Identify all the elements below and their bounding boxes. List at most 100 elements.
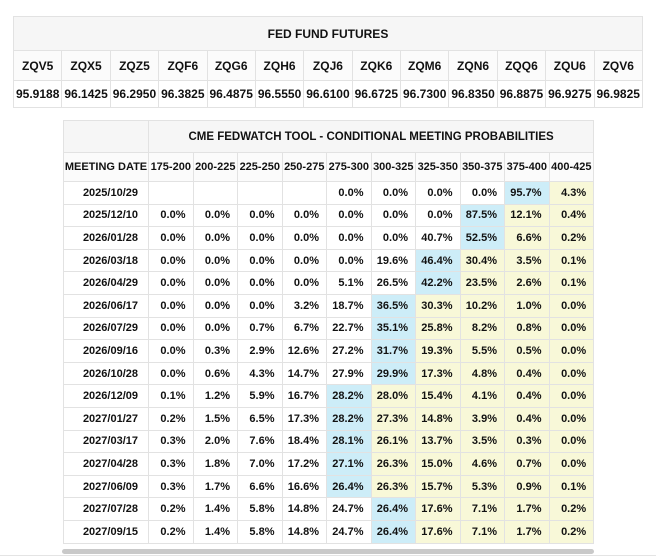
meeting-row: 2026/07/29 0.0% 0.0% 0.7% 6.7% 22.7% 35.1% 25.8…	[63, 316, 595, 341]
probability-cell: 7.0%	[237, 452, 283, 476]
bottom-divider	[0, 555, 656, 556]
futures-contract-price: 95.9188	[12, 80, 63, 108]
probability-cell: 95.7%	[504, 181, 550, 205]
probability-cell: 0.1%	[548, 474, 595, 499]
meeting-row: 2026/09/16 0.0% 0.3% 2.9% 12.6% 27.2% 31.7% 19.…	[63, 339, 595, 363]
probability-cell: 0.1%	[148, 384, 194, 408]
probability-cell: 15.7%	[415, 474, 461, 499]
probability-cell: 27.1%	[326, 452, 372, 476]
probability-cell: 46.4%	[415, 248, 461, 273]
meeting-row: 2026/04/29 0.0% 0.0% 0.0% 0.0% 5.1% 26.5% 42.2%…	[63, 271, 595, 295]
probability-cell: 12.6%	[281, 339, 327, 363]
probability-cell: 18.7%	[326, 293, 372, 318]
rate-range-column-header: 325-350	[415, 152, 461, 182]
probability-cell: 19.6%	[370, 248, 416, 273]
probability-cell: 24.7%	[326, 519, 372, 544]
probability-cell	[281, 181, 327, 205]
futures-title-row: FED FUND FUTURES	[13, 16, 643, 51]
probability-cell: 31.7%	[370, 339, 416, 363]
futures-contract-symbol: ZQV5	[12, 50, 63, 81]
probability-cell: 1.7%	[504, 519, 550, 544]
futures-contract-symbol: ZQH6	[254, 50, 305, 81]
probability-cell: 16.7%	[281, 384, 327, 408]
probability-cell	[148, 181, 194, 205]
probability-cell	[192, 181, 238, 205]
meeting-row: 2026/01/28 0.0% 0.0% 0.0% 0.0% 0.0% 0.0% 40.7% 5…	[63, 226, 595, 250]
futures-contract-price: 96.4875	[206, 80, 256, 108]
horizontal-scrollbar-thumb[interactable]	[62, 549, 594, 554]
probability-cell: 14.7%	[281, 361, 327, 386]
meeting-date-column-header: MEETING DATE	[63, 152, 149, 182]
meeting-row: 2027/04/28 0.3% 1.8% 7.0% 17.2% 27.1% 26.3% 15.…	[63, 452, 595, 476]
meeting-row: 2027/07/28 0.2% 1.4% 5.8% 14.8% 24.7% 26.4% 17.…	[63, 497, 595, 521]
probability-cell: 0.0%	[192, 293, 238, 318]
probability-cell: 0.7%	[237, 316, 283, 341]
probability-cell: 0.0%	[548, 293, 595, 318]
probability-cell: 1.5%	[192, 406, 238, 431]
probability-cell: 0.0%	[548, 452, 595, 476]
meeting-date: 2026/10/28	[63, 361, 149, 386]
probability-cell: 25.8%	[415, 316, 461, 341]
probability-cell: 0.0%	[148, 293, 194, 318]
rate-range-column-header: 250-275	[281, 152, 327, 182]
probability-cell: 0.0%	[192, 271, 238, 295]
probability-cell: 0.4%	[504, 361, 550, 386]
probability-cell: 26.4%	[370, 497, 416, 521]
probability-cell: 1.4%	[192, 497, 238, 521]
probability-cell: 0.2%	[148, 406, 194, 431]
futures-contract-price: 96.3825	[158, 80, 208, 108]
probability-cell: 8.2%	[459, 316, 505, 341]
probability-cell: 26.4%	[370, 519, 416, 544]
futures-contract-price: 96.1425	[61, 80, 111, 108]
meeting-row: 2027/09/15 0.2% 1.4% 5.8% 14.8% 24.7% 26.4% 17.…	[63, 519, 595, 544]
probability-cell: 24.7%	[326, 497, 372, 521]
probability-cell: 5.1%	[326, 271, 372, 295]
probability-cell: 18.4%	[281, 429, 327, 454]
probability-cell: 0.0%	[148, 226, 194, 250]
probability-cell: 14.8%	[281, 497, 327, 521]
futures-contract-symbol: ZQX5	[61, 50, 111, 81]
probability-cell: 0.4%	[548, 203, 595, 228]
probability-cell: 0.0%	[192, 248, 238, 273]
fedwatch-title-blank-cell	[63, 120, 149, 153]
futures-contract-symbol: ZQZ5	[109, 50, 160, 81]
fedwatch-title-row: CME FEDWATCH TOOL - CONDITIONAL MEETING …	[63, 120, 595, 153]
meeting-date: 2027/03/17	[63, 429, 149, 454]
fedwatch-header-row: MEETING DATE 175-200 200-225 225-250 250-27…	[63, 152, 595, 182]
meeting-date: 2027/01/27	[63, 406, 149, 431]
futures-contract-symbol: ZQU6	[545, 50, 595, 81]
meeting-date: 2025/12/10	[63, 203, 149, 228]
futures-contract-price: 96.5550	[254, 80, 305, 108]
probability-cell: 0.0%	[326, 248, 372, 273]
probability-cell: 1.7%	[504, 497, 550, 521]
probability-cell: 0.0%	[548, 384, 595, 408]
probability-cell: 0.0%	[548, 339, 595, 363]
probability-cell: 17.6%	[415, 519, 461, 544]
futures-contract-symbol: ZQV6	[593, 50, 643, 81]
probability-cell: 1.4%	[192, 519, 238, 544]
probability-cell: 27.9%	[326, 361, 372, 386]
futures-contract-symbol: ZQF6	[158, 50, 208, 81]
probability-cell: 0.0%	[326, 226, 372, 250]
futures-contract-symbol: ZQK6	[351, 50, 402, 81]
probability-cell: 5.3%	[459, 474, 505, 499]
probability-cell: 0.0%	[281, 226, 327, 250]
futures-contract-symbol: ZQQ6	[496, 50, 547, 81]
probability-cell: 0.2%	[148, 519, 194, 544]
probability-cell: 7.1%	[459, 497, 505, 521]
probability-cell: 0.3%	[148, 429, 194, 454]
futures-symbols-row: ZQV5 ZQX5 ZQZ5 ZQF6 ZQG6 ZQH6 ZQJ6 ZQK6 ZQM6 ZQN6…	[12, 50, 643, 81]
probability-cell: 0.0%	[548, 429, 595, 454]
meeting-date: 2026/01/28	[63, 226, 149, 250]
meeting-row: 2026/10/28 0.0% 0.6% 4.3% 14.7% 27.9% 29.9% 17.…	[63, 361, 595, 386]
meeting-date: 2027/04/28	[63, 452, 149, 476]
probability-cell: 1.2%	[192, 384, 238, 408]
meeting-row: 2027/06/09 0.3% 1.7% 6.6% 16.6% 26.4% 26.3% 15.…	[63, 474, 595, 499]
probability-cell: 0.2%	[548, 226, 595, 250]
probability-cell: 0.6%	[192, 361, 238, 386]
meeting-row: 2025/10/29 0.0% 0.0% 0.0% 0.0% 95.7% 4.3%	[63, 181, 595, 205]
probability-cell: 26.3%	[370, 474, 416, 499]
probability-cell: 5.9%	[237, 384, 283, 408]
probability-cell: 2.9%	[237, 339, 283, 363]
probability-cell: 26.3%	[370, 452, 416, 476]
